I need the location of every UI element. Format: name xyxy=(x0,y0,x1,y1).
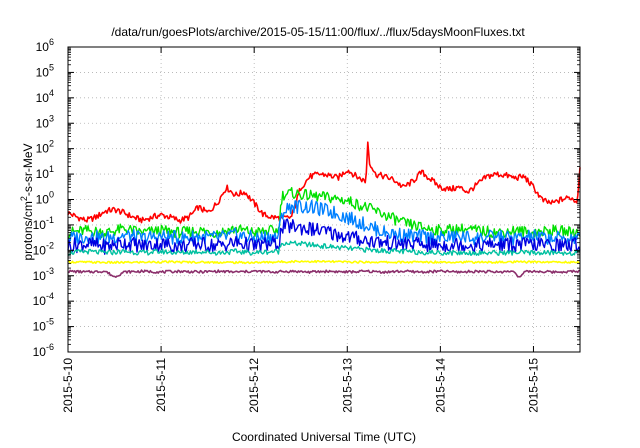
x-tick-label: 2015-5-12 xyxy=(247,358,261,413)
y-tick-label: 10-2 xyxy=(33,240,54,257)
chart-title: /data/run/goesPlots/archive/2015-05-15/1… xyxy=(111,25,525,39)
x-tick-label: 2015-5-15 xyxy=(526,358,540,413)
y-axis-label: protons/cm2-s-sr-MeV xyxy=(19,143,35,260)
y-axis-label-base: protons/cm xyxy=(21,201,35,260)
y-tick-label: 10-3 xyxy=(33,266,54,283)
series-line xyxy=(67,218,581,255)
series-line xyxy=(67,199,581,246)
y-tick-label: 10-1 xyxy=(33,215,54,232)
y-tick-label: 104 xyxy=(36,88,54,105)
x-tick-label: 2015-5-11 xyxy=(154,358,168,412)
y-tick-label: 106 xyxy=(36,37,54,54)
data-series xyxy=(67,141,581,279)
y-tick-label: 10-6 xyxy=(33,342,54,359)
series-line xyxy=(67,240,581,257)
series-line xyxy=(67,269,580,279)
series-line xyxy=(67,141,581,224)
series-line xyxy=(67,259,580,265)
x-axis-label: Coordinated Universal Time (UTC) xyxy=(232,430,416,444)
y-tick-label: 105 xyxy=(36,62,54,79)
y-tick-label: 100 xyxy=(36,190,54,207)
y-axis-ticks: 10-6 10-5 10-4 10-3 10-2 10-1 100 101 102 103 104 1… xyxy=(33,37,580,359)
x-axis-ticks: 2015-5-10 2015-5-11 2015-5-12 2015-5-13 2015… xyxy=(61,47,540,413)
x-tick-label: 2015-5-14 xyxy=(433,358,447,413)
grid xyxy=(68,47,580,352)
x-tick-label: 2015-5-13 xyxy=(340,358,354,413)
y-tick-label: 101 xyxy=(36,164,54,181)
y-axis-label-rest: -s-sr-MeV xyxy=(21,143,35,196)
y-tick-label: 102 xyxy=(36,139,54,156)
y-tick-label: 10-4 xyxy=(33,291,54,308)
y-axis-label-superscript: 2 xyxy=(19,196,29,201)
y-tick-label: 10-5 xyxy=(33,317,54,334)
x-tick-label: 2015-5-10 xyxy=(61,358,75,413)
y-tick-label: 103 xyxy=(36,113,54,130)
